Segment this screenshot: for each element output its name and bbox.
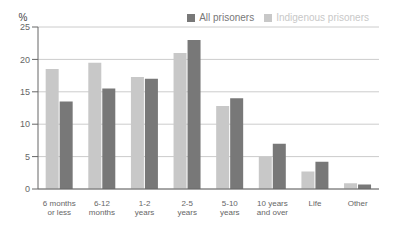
svg-text:1-2years: 1-2years [135,199,155,217]
svg-text:%: % [19,12,28,23]
svg-text:10 yearsand over: 10 yearsand over [257,199,288,217]
svg-text:10: 10 [20,119,30,129]
svg-text:15: 15 [20,87,30,97]
svg-text:25: 25 [20,22,30,32]
svg-text:0: 0 [25,184,30,194]
html-text:Indigenous prisoners: Indigenous prisoners [276,12,369,23]
svg-text:2-5years: 2-5years [177,199,197,217]
svg-text:5-10years: 5-10years [220,199,240,217]
svg-text:20: 20 [20,55,30,65]
html-text:All prisoners: All prisoners [199,12,255,23]
svg-text:Other: Other [348,199,368,208]
svg-text:6-12months: 6-12months [89,199,115,217]
svg-text:Life: Life [309,199,322,208]
svg-text:5: 5 [25,152,30,162]
svg-text:6 monthsor less: 6 monthsor less [43,199,76,217]
